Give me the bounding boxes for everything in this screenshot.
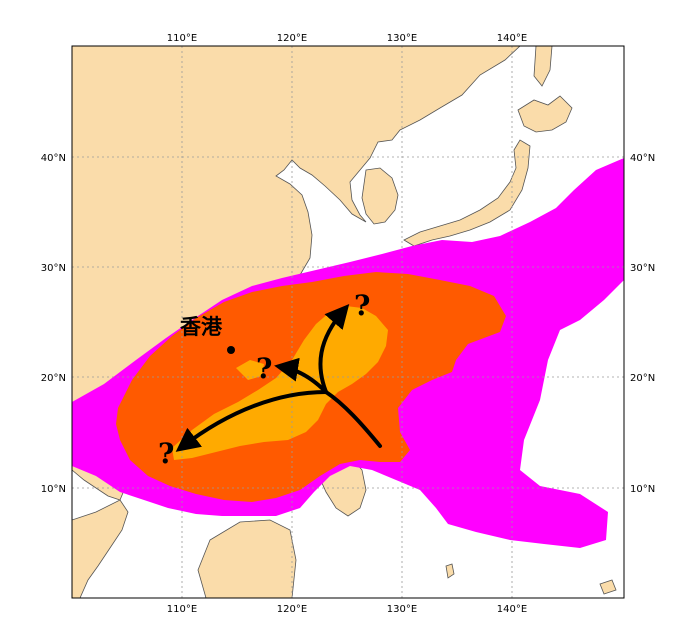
lon-label-bottom: 110°E: [167, 604, 197, 615]
probability-zone-high-blob: [236, 360, 264, 380]
lon-label-top: 140°E: [497, 33, 527, 44]
pacific-island-1: [445, 563, 455, 579]
track-origin: [324, 390, 382, 448]
track-arrow-north: [318, 303, 350, 394]
korea: [361, 167, 399, 225]
borneo: [197, 519, 297, 598]
lat-label-left: 40°N: [41, 153, 66, 164]
question-mark-west: ?: [158, 437, 174, 470]
lat-label-right: 20°N: [630, 373, 655, 384]
lat-label-right: 30°N: [630, 263, 655, 274]
pacific-island-2: [599, 579, 617, 595]
lat-label-right: 40°N: [630, 153, 655, 164]
track-arrow-west: [175, 390, 328, 452]
hong-kong-dot: [227, 346, 235, 354]
lon-labels-top: 110°E 120°E 130°E 140°E: [167, 33, 527, 44]
lon-label-bottom: 130°E: [387, 604, 417, 615]
probability-zone-high: [172, 306, 388, 460]
lat-label-left: 10°N: [41, 484, 66, 495]
japan-main: [403, 139, 531, 247]
lat-label-right: 10°N: [630, 484, 655, 495]
lon-labels-bottom: 110°E 120°E 130°E 140°E: [167, 604, 527, 615]
lat-labels-right: 40°N 30°N 20°N 10°N: [630, 153, 655, 495]
hong-kong-label: 香港: [180, 315, 223, 339]
lon-label-bottom: 140°E: [497, 604, 527, 615]
japan-north: [517, 95, 573, 133]
lat-label-left: 20°N: [41, 373, 66, 384]
question-mark-center: ?: [256, 352, 272, 385]
map-frame: [71, 45, 625, 599]
lon-label-bottom: 120°E: [277, 604, 307, 615]
lat-label-left: 30°N: [41, 263, 66, 274]
forecast-tracks: [175, 303, 382, 452]
lon-label-top: 120°E: [277, 33, 307, 44]
lon-label-top: 130°E: [387, 33, 417, 44]
indochina-south: [72, 499, 129, 598]
sakhalin: [533, 46, 553, 87]
question-mark-north: ?: [354, 289, 370, 322]
graticule: [72, 46, 624, 598]
lon-label-top: 110°E: [167, 33, 197, 44]
lat-labels-left: 40°N 30°N 20°N 10°N: [41, 153, 66, 495]
